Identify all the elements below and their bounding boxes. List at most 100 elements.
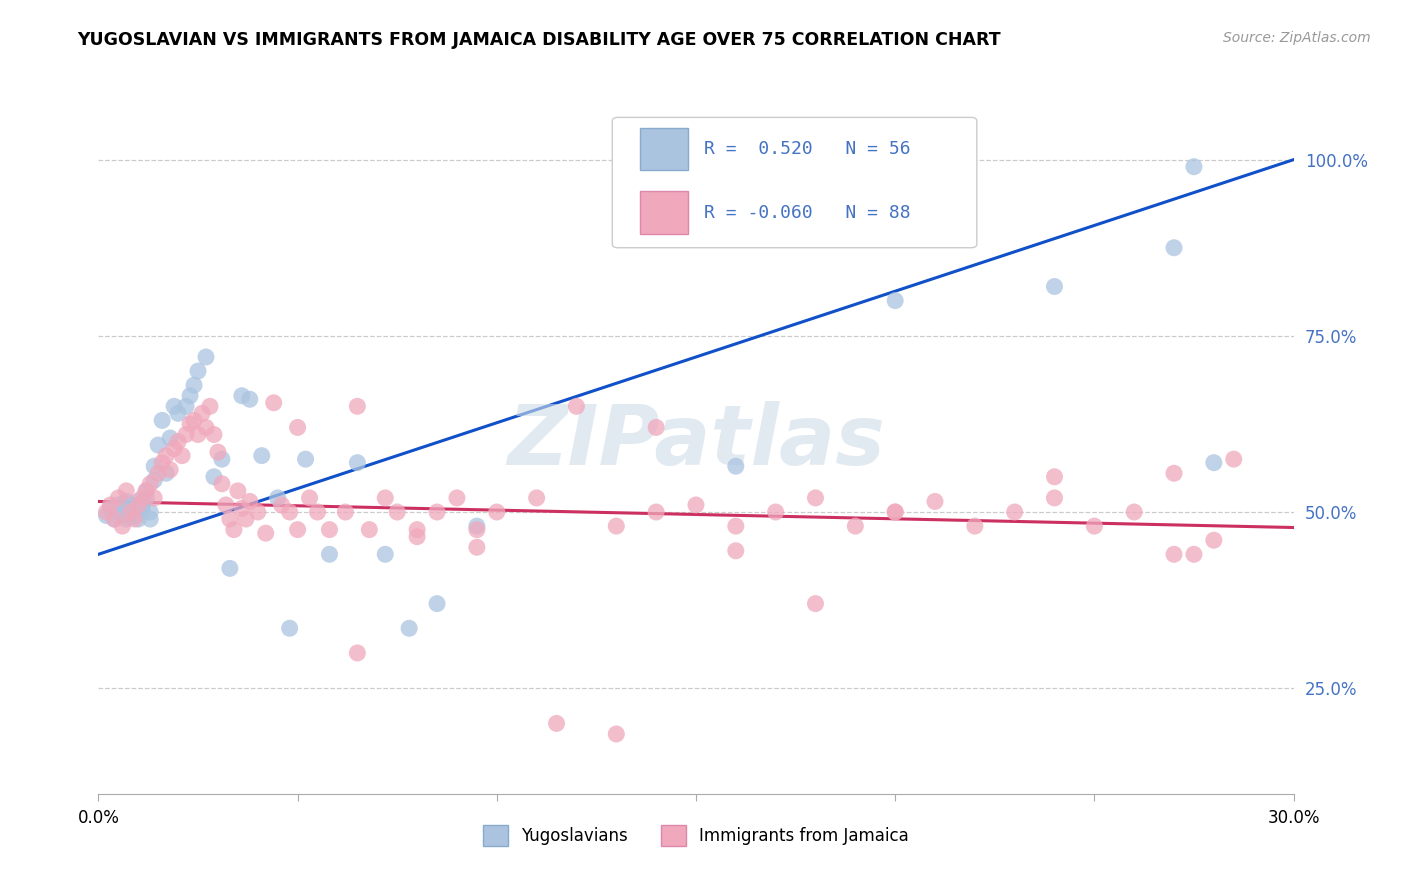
Point — [195, 420, 218, 434]
Point — [103, 512, 125, 526]
Text: YUGOSLAVIAN VS IMMIGRANTS FROM JAMAICA DISABILITY AGE OVER 75 CORRELATION CHART: YUGOSLAVIAN VS IMMIGRANTS FROM JAMAICA D… — [77, 31, 1001, 49]
Point — [131, 501, 153, 516]
Point — [1043, 469, 1066, 483]
Point — [139, 476, 162, 491]
Point — [191, 406, 214, 420]
Point — [884, 505, 907, 519]
Point — [278, 621, 301, 635]
Point — [139, 505, 162, 519]
Point — [1182, 160, 1205, 174]
Point — [231, 501, 253, 516]
Point — [231, 389, 253, 403]
Point — [250, 449, 273, 463]
Point — [963, 519, 986, 533]
Point — [174, 400, 197, 414]
Point — [111, 519, 134, 533]
Point — [406, 523, 429, 537]
Point — [374, 491, 396, 505]
Point — [120, 498, 142, 512]
Point — [239, 392, 262, 407]
Point — [96, 508, 118, 523]
Point — [207, 445, 229, 459]
Point — [120, 505, 142, 519]
Point — [143, 459, 166, 474]
Point — [172, 449, 194, 463]
Point — [124, 505, 146, 519]
Point — [465, 519, 488, 533]
Point — [183, 413, 205, 427]
Point — [202, 469, 225, 483]
Point — [127, 512, 149, 526]
Point — [359, 523, 381, 537]
Point — [426, 597, 449, 611]
Point — [287, 523, 309, 537]
Point — [115, 512, 138, 526]
Point — [155, 449, 177, 463]
Point — [131, 491, 153, 505]
Point — [724, 519, 747, 533]
Point — [335, 505, 357, 519]
Legend: Yugoslavians, Immigrants from Jamaica: Yugoslavians, Immigrants from Jamaica — [477, 819, 915, 853]
Point — [1043, 279, 1066, 293]
Point — [465, 540, 488, 554]
Point — [270, 498, 292, 512]
Point — [346, 400, 368, 414]
FancyBboxPatch shape — [640, 192, 688, 234]
Point — [124, 512, 146, 526]
Point — [215, 498, 238, 512]
Point — [1223, 452, 1246, 467]
Point — [139, 512, 162, 526]
Point — [155, 467, 177, 481]
Point — [143, 491, 166, 505]
Point — [307, 505, 329, 519]
Point — [465, 523, 488, 537]
Point — [346, 456, 368, 470]
Point — [804, 491, 827, 505]
Point — [1004, 505, 1026, 519]
Point — [127, 494, 149, 508]
Point — [120, 501, 142, 516]
Point — [1163, 467, 1185, 481]
Point — [103, 512, 125, 526]
Point — [202, 427, 225, 442]
Point — [884, 293, 907, 308]
Point — [115, 483, 138, 498]
Point — [1083, 519, 1105, 533]
Point — [318, 523, 340, 537]
Text: R =  0.520   N = 56: R = 0.520 N = 56 — [704, 140, 911, 158]
Point — [278, 505, 301, 519]
Point — [107, 491, 129, 505]
Point — [526, 491, 548, 505]
Point — [163, 442, 186, 456]
Point — [685, 498, 707, 512]
Point — [884, 505, 907, 519]
Point — [187, 364, 209, 378]
Point — [179, 417, 201, 431]
Point — [135, 483, 157, 498]
Point — [485, 505, 508, 519]
Point — [1182, 547, 1205, 561]
Point — [222, 523, 245, 537]
Point — [159, 431, 181, 445]
Point — [98, 501, 122, 516]
Point — [254, 526, 277, 541]
FancyBboxPatch shape — [613, 118, 977, 248]
Point — [115, 494, 138, 508]
Point — [844, 519, 866, 533]
Point — [187, 427, 209, 442]
Point — [150, 413, 173, 427]
Point — [685, 163, 707, 178]
Point — [294, 452, 316, 467]
Point — [239, 494, 262, 508]
Point — [143, 473, 166, 487]
Point — [179, 389, 201, 403]
Point — [645, 420, 668, 434]
Point — [385, 505, 409, 519]
Point — [167, 434, 190, 449]
Point — [135, 483, 157, 498]
Point — [724, 459, 747, 474]
Point — [111, 508, 134, 523]
Point — [219, 512, 242, 526]
Point — [346, 646, 368, 660]
Point — [235, 512, 257, 526]
